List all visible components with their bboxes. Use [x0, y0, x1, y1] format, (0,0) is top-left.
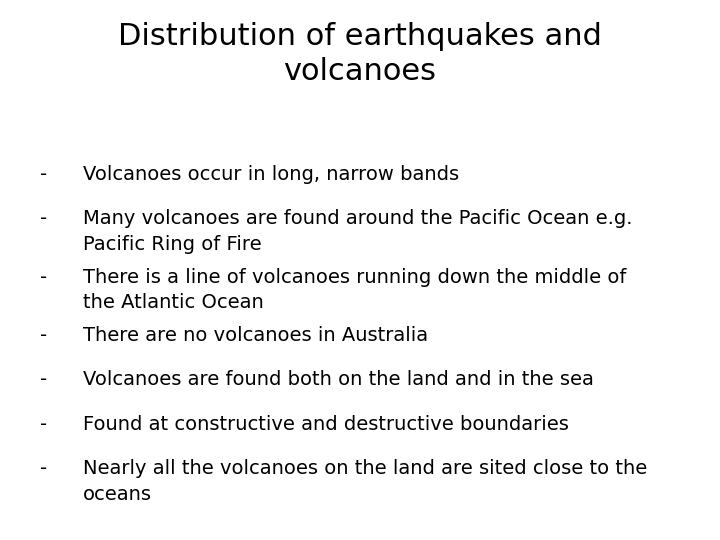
Text: -: - — [40, 326, 47, 345]
Text: -: - — [40, 459, 47, 478]
Text: oceans: oceans — [83, 485, 152, 504]
Text: the Atlantic Ocean: the Atlantic Ocean — [83, 293, 264, 313]
Text: There is a line of volcanoes running down the middle of: There is a line of volcanoes running dow… — [83, 267, 626, 287]
Text: Many volcanoes are found around the Pacific Ocean e.g.: Many volcanoes are found around the Paci… — [83, 209, 632, 228]
Text: Volcanoes occur in long, narrow bands: Volcanoes occur in long, narrow bands — [83, 165, 459, 184]
Text: -: - — [40, 209, 47, 228]
Text: Volcanoes are found both on the land and in the sea: Volcanoes are found both on the land and… — [83, 370, 594, 389]
Text: -: - — [40, 370, 47, 389]
Text: Distribution of earthquakes and
volcanoes: Distribution of earthquakes and volcanoe… — [118, 22, 602, 86]
Text: Pacific Ring of Fire: Pacific Ring of Fire — [83, 235, 261, 254]
Text: -: - — [40, 415, 47, 434]
Text: Found at constructive and destructive boundaries: Found at constructive and destructive bo… — [83, 415, 569, 434]
Text: -: - — [40, 267, 47, 287]
Text: -: - — [40, 165, 47, 184]
Text: There are no volcanoes in Australia: There are no volcanoes in Australia — [83, 326, 428, 345]
Text: Nearly all the volcanoes on the land are sited close to the: Nearly all the volcanoes on the land are… — [83, 459, 647, 478]
